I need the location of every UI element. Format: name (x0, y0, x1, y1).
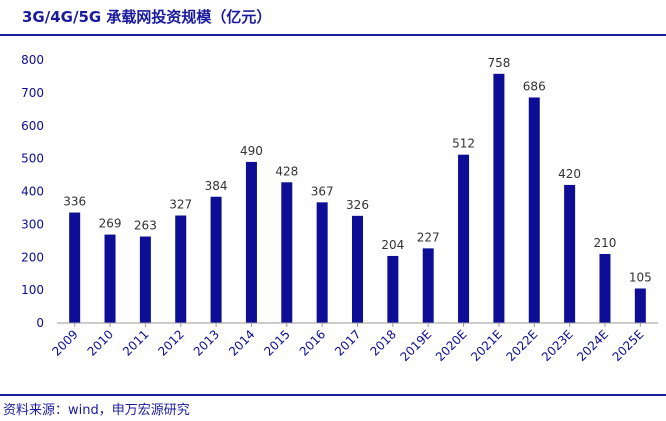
bar-2016 (316, 202, 328, 323)
y-tick-label: 500 (21, 152, 44, 166)
x-tick-label-2019E: 2019E (397, 327, 434, 364)
bars (69, 73, 646, 324)
data-label-2022E: 686 (523, 79, 546, 93)
data-labels: 336 269 263 327 384 490 428 367 326 204 227 512 758 6… (63, 56, 652, 285)
x-tick-label-2023E: 2023E (539, 327, 576, 364)
bar-2017 (352, 215, 363, 323)
data-label-2021E: 758 (487, 56, 510, 70)
bar-2014 (245, 161, 257, 323)
x-tick-label-2018: 2018 (367, 327, 398, 358)
y-tick-label: 200 (21, 250, 44, 264)
bar-2024E (599, 253, 611, 323)
data-label-2010: 269 (99, 217, 122, 231)
y-tick-label: 100 (21, 283, 44, 297)
x-tick-label-2024E: 2024E (574, 327, 611, 364)
y-axis: 0 100 200 300 400 500 600 700 800 (21, 53, 44, 330)
y-tick-label: 300 (21, 217, 44, 231)
x-tick-label-2010: 2010 (85, 327, 116, 358)
data-label-2012: 327 (169, 197, 192, 211)
x-tick-label-2011: 2011 (120, 327, 151, 358)
x-tick-label-2009: 2009 (49, 327, 80, 358)
x-tick-label-2012: 2012 (155, 327, 186, 358)
data-label-2019E: 227 (417, 230, 440, 244)
data-label-2023E: 420 (558, 167, 581, 181)
source-note: 资料来源：wind，申万宏源研究 (3, 403, 190, 418)
data-label-2025E: 105 (629, 270, 652, 284)
x-tick-label-2022E: 2022E (504, 327, 541, 364)
bar-2021E (493, 73, 505, 324)
data-label-2018: 204 (381, 238, 404, 252)
bar-2009 (69, 212, 81, 323)
bar-2013 (210, 196, 222, 323)
bar-2023E (564, 184, 576, 323)
y-tick-label: 400 (21, 185, 44, 199)
data-label-2014: 490 (240, 144, 263, 158)
bar-2011 (139, 236, 151, 323)
bar-2015 (281, 182, 293, 323)
data-label-2011: 263 (134, 219, 157, 233)
y-tick-label: 800 (21, 53, 44, 67)
top-rule (0, 34, 666, 36)
x-tick-label-2015: 2015 (261, 327, 292, 358)
data-label-2013: 384 (205, 179, 228, 193)
data-label-2024E: 210 (594, 236, 617, 250)
x-tick-label-2021E: 2021E (468, 327, 505, 364)
y-tick-label: 600 (21, 119, 44, 133)
data-label-2009: 336 (63, 195, 86, 209)
x-tick-label-2020E: 2020E (433, 327, 470, 364)
data-label-2015: 428 (275, 164, 298, 178)
x-tick-label-2013: 2013 (191, 327, 222, 358)
data-label-2016: 367 (311, 184, 334, 198)
bar-2012 (175, 215, 187, 323)
y-tick-label: 0 (36, 316, 44, 330)
bar-2025E (634, 288, 646, 323)
bar-2022E (528, 97, 540, 323)
data-label-2017: 326 (346, 198, 369, 212)
x-tick-label-2014: 2014 (226, 327, 257, 358)
x-tick-label-2016: 2016 (297, 327, 328, 358)
y-tick-label: 700 (21, 86, 44, 100)
bar-2018 (387, 255, 399, 323)
bottom-rule (0, 394, 666, 396)
bar-chart: 0 100 200 300 400 500 600 700 800 336 269 263 327 38… (21, 53, 658, 364)
x-tick-label-2025E: 2025E (610, 327, 647, 364)
bar-2019E (422, 248, 434, 323)
bar-2010 (104, 234, 116, 323)
bar-2020E (458, 154, 470, 323)
data-label-2020E: 512 (452, 137, 475, 151)
x-axis: 2009 2010 2011 2012 2013 2014 2015 2016 2017 2018… (49, 322, 658, 364)
chart-title: 3G/4G/5G 承载网投资规模（亿元） (22, 8, 272, 26)
x-tick-label-2017: 2017 (332, 327, 363, 358)
